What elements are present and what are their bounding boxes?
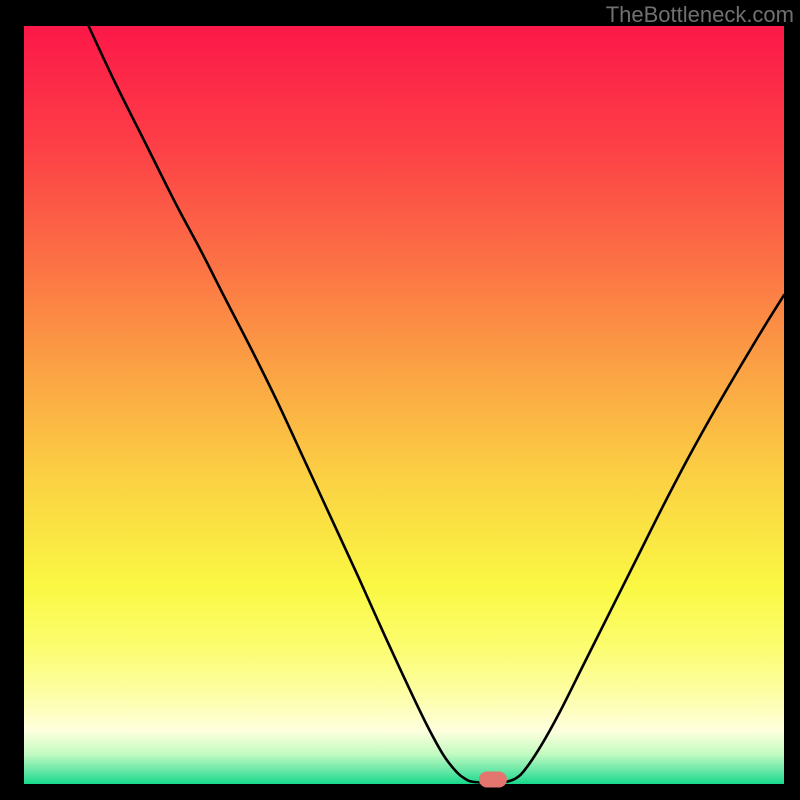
gradient-background xyxy=(24,26,784,784)
bottleneck-chart xyxy=(0,0,800,800)
watermark-text: TheBottleneck.com xyxy=(606,2,794,28)
optimum-marker xyxy=(479,771,507,787)
